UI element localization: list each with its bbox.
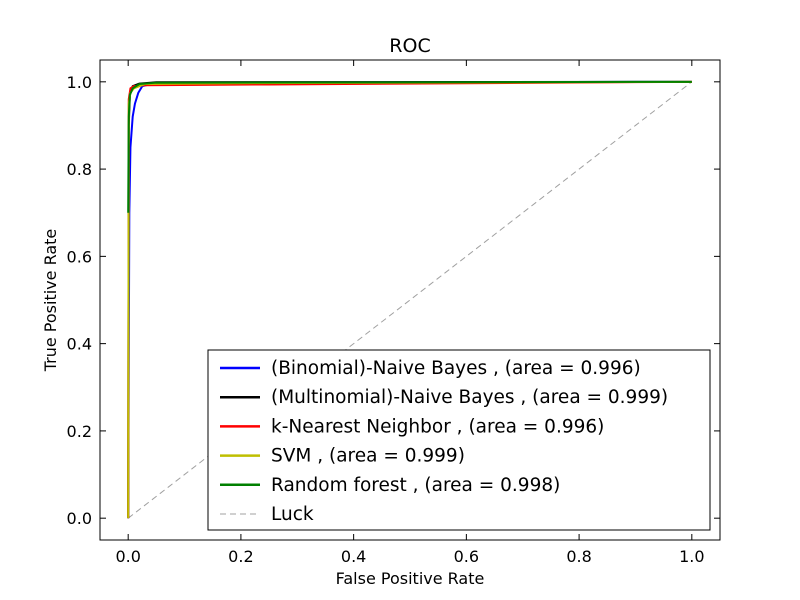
series-layer — [127, 80, 693, 519]
plot-frame — [99, 59, 721, 541]
legend-box — [207, 349, 711, 531]
y-tick-label: 0.2 — [67, 422, 92, 441]
legend-label: Random forest , (area = 0.998) — [271, 475, 560, 496]
y-tick-label: 0.4 — [67, 335, 92, 354]
x-tick-label: 0.2 — [228, 547, 253, 566]
y-tick-label: 0.0 — [67, 509, 92, 528]
x-tick-label: 0.0 — [115, 547, 140, 566]
legend-label: Luck — [271, 504, 314, 525]
legend-label: k-Nearest Neighbor , (area = 0.996) — [271, 416, 604, 437]
x-tick-label: 0.6 — [454, 547, 479, 566]
plot-area: 0.0 0.2 0.4 0.6 0.8 1.0 0.0 0.2 0.4 0.6 0.8 1.0 — [67, 59, 721, 566]
series-line-4 — [127, 80, 692, 213]
x-tick-label: 0.4 — [341, 547, 366, 566]
legend-label: (Binomial)-Naive Bayes , (area = 0.996) — [271, 358, 641, 379]
ticks-layer: 0.0 0.2 0.4 0.6 0.8 1.0 0.0 0.2 0.4 0.6 0.8 1.0 — [67, 60, 720, 566]
y-tick-label: 1.0 — [67, 73, 92, 92]
chart-title: ROC — [389, 35, 430, 57]
legend: (Binomial)-Naive Bayes , (area = 0.996) (… — [207, 349, 711, 531]
y-axis-label: True Positive Rate — [41, 229, 60, 373]
x-tick-label: 1.0 — [679, 547, 704, 566]
y-tick-label: 0.8 — [67, 160, 92, 179]
legend-label: (Multinomial)-Naive Bayes , (area = 0.99… — [271, 387, 668, 408]
y-tick-label: 0.6 — [67, 247, 92, 266]
legend-label: SVM , (area = 0.999) — [271, 446, 465, 467]
series-line-5 — [127, 81, 693, 519]
x-axis-label: False Positive Rate — [336, 569, 485, 588]
x-tick-label: 0.8 — [566, 547, 591, 566]
legend-items: (Binomial)-Naive Bayes , (area = 0.996) (… — [220, 358, 668, 525]
